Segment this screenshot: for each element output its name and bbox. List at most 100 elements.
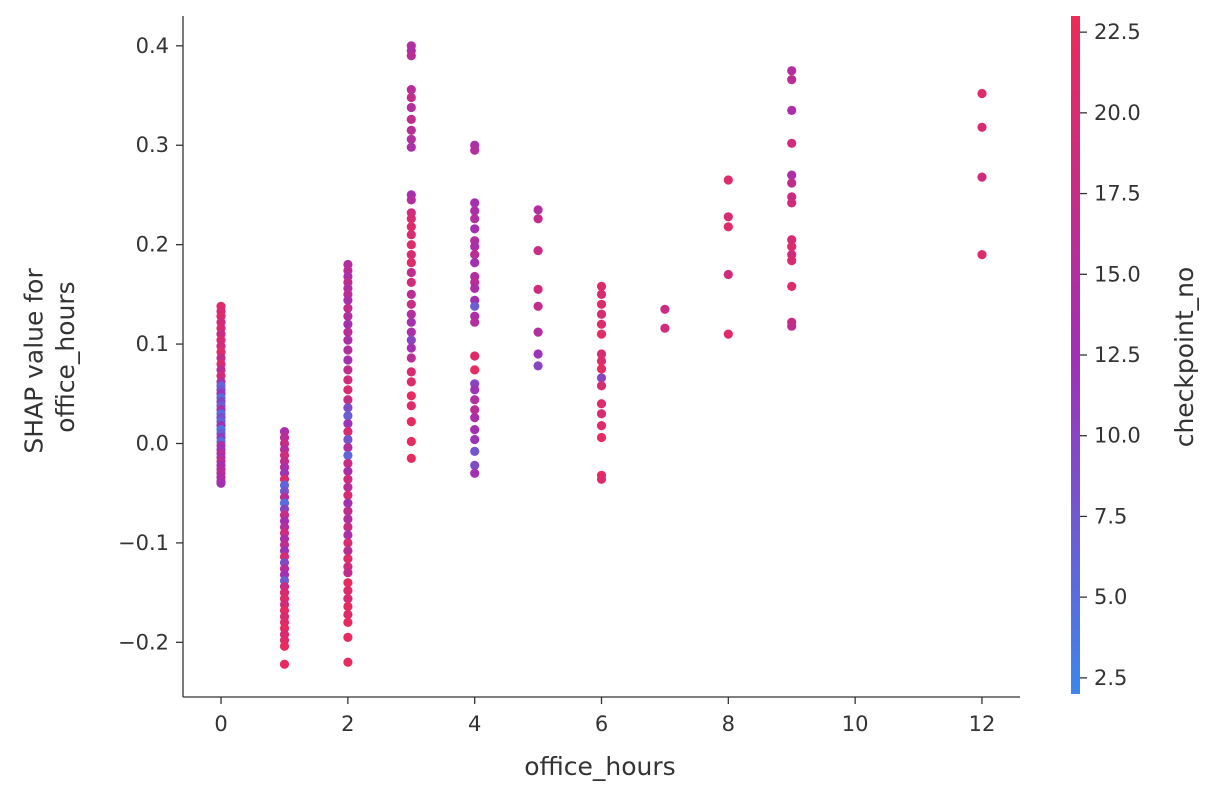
data-point [596, 349, 607, 359]
scatter-points [216, 41, 987, 669]
data-point [787, 170, 797, 180]
data-point [343, 355, 353, 365]
data-point [596, 281, 607, 291]
data-point [279, 641, 290, 651]
data-point [406, 453, 416, 463]
y-axis-label-line-1: SHAP value for [20, 268, 49, 454]
data-point [470, 258, 480, 268]
data-point [977, 88, 987, 99]
y-tick-label: 0.4 [136, 34, 169, 58]
data-point [787, 256, 797, 266]
data-point [343, 586, 353, 596]
data-point [470, 145, 480, 155]
data-point [470, 413, 480, 423]
data-point [533, 327, 543, 337]
data-point [787, 235, 797, 245]
data-point [406, 267, 416, 278]
data-point [596, 432, 607, 443]
data-point [787, 281, 797, 291]
data-point [406, 125, 416, 135]
data-point [343, 365, 353, 375]
data-point [977, 250, 987, 260]
y-axis-label-line-2: office_hours [51, 281, 80, 432]
data-point [343, 617, 353, 628]
data-point [977, 122, 987, 132]
data-point [977, 172, 987, 182]
data-point [723, 222, 733, 232]
data-point [406, 250, 416, 260]
data-point [343, 450, 353, 460]
data-point [406, 335, 416, 345]
data-point [470, 395, 480, 405]
data-point [343, 385, 353, 395]
data-point [406, 353, 416, 363]
data-point [343, 466, 353, 476]
data-point [406, 277, 416, 287]
data-point [787, 321, 797, 331]
data-point [596, 356, 607, 366]
data-point [470, 351, 480, 361]
y-tick-label: −0.1 [118, 531, 169, 555]
data-point [406, 240, 416, 250]
y-tick-label: 0.1 [136, 332, 169, 356]
data-point [533, 246, 543, 256]
data-point [533, 361, 543, 371]
data-point [406, 367, 416, 377]
data-point [660, 323, 670, 333]
x-tick-label: 6 [595, 712, 608, 736]
data-point [343, 419, 353, 429]
data-point [470, 198, 480, 208]
x-axis-ticks: 0 2 4 6 8 10 12 [214, 697, 995, 736]
data-point [406, 343, 416, 353]
data-point [470, 434, 480, 445]
data-point [406, 417, 416, 427]
data-point [470, 385, 480, 395]
data-point [406, 436, 416, 447]
data-point [470, 405, 480, 415]
data-point [406, 230, 416, 240]
data-point [406, 258, 416, 268]
data-point [343, 506, 353, 516]
data-point [343, 578, 353, 588]
data-point [723, 212, 733, 222]
data-point [406, 299, 416, 309]
data-point [787, 66, 797, 76]
colorbar-tick-label: 2.5 [1094, 666, 1127, 690]
data-point [723, 329, 733, 339]
data-point [406, 92, 416, 103]
data-point [406, 195, 416, 205]
data-point [406, 142, 416, 152]
y-axis-ticks: −0.2 −0.1 0.0 0.1 0.2 0.3 0.4 [118, 34, 183, 654]
data-point [343, 327, 353, 337]
data-point [343, 546, 353, 556]
colorbar-tick-label: 12.5 [1094, 343, 1141, 367]
data-point [787, 105, 797, 115]
data-point [470, 250, 480, 260]
colorbar-tick-label: 10.0 [1094, 424, 1141, 448]
data-point [343, 657, 353, 667]
data-point [470, 301, 480, 311]
data-point [406, 102, 416, 113]
colorbar-label: checkpoint_no [1170, 267, 1199, 448]
data-point [533, 284, 543, 294]
data-point [533, 301, 543, 311]
data-point [343, 411, 353, 421]
data-point [470, 460, 480, 470]
y-axis-label: SHAP value for office_hours [20, 260, 80, 453]
data-point [470, 283, 480, 293]
colorbar-tick-label: 17.5 [1094, 182, 1141, 206]
y-tick-label: 0.2 [136, 233, 169, 257]
data-point [470, 214, 480, 224]
data-point [343, 335, 353, 345]
x-tick-label: 0 [214, 712, 227, 736]
data-point [343, 311, 353, 321]
data-point [343, 482, 353, 492]
data-point [406, 289, 416, 299]
data-point [406, 401, 416, 411]
data-point [343, 442, 353, 453]
data-point [406, 85, 416, 95]
data-point [470, 446, 480, 456]
data-point [343, 538, 353, 548]
data-point [596, 474, 607, 484]
data-point [470, 317, 480, 327]
